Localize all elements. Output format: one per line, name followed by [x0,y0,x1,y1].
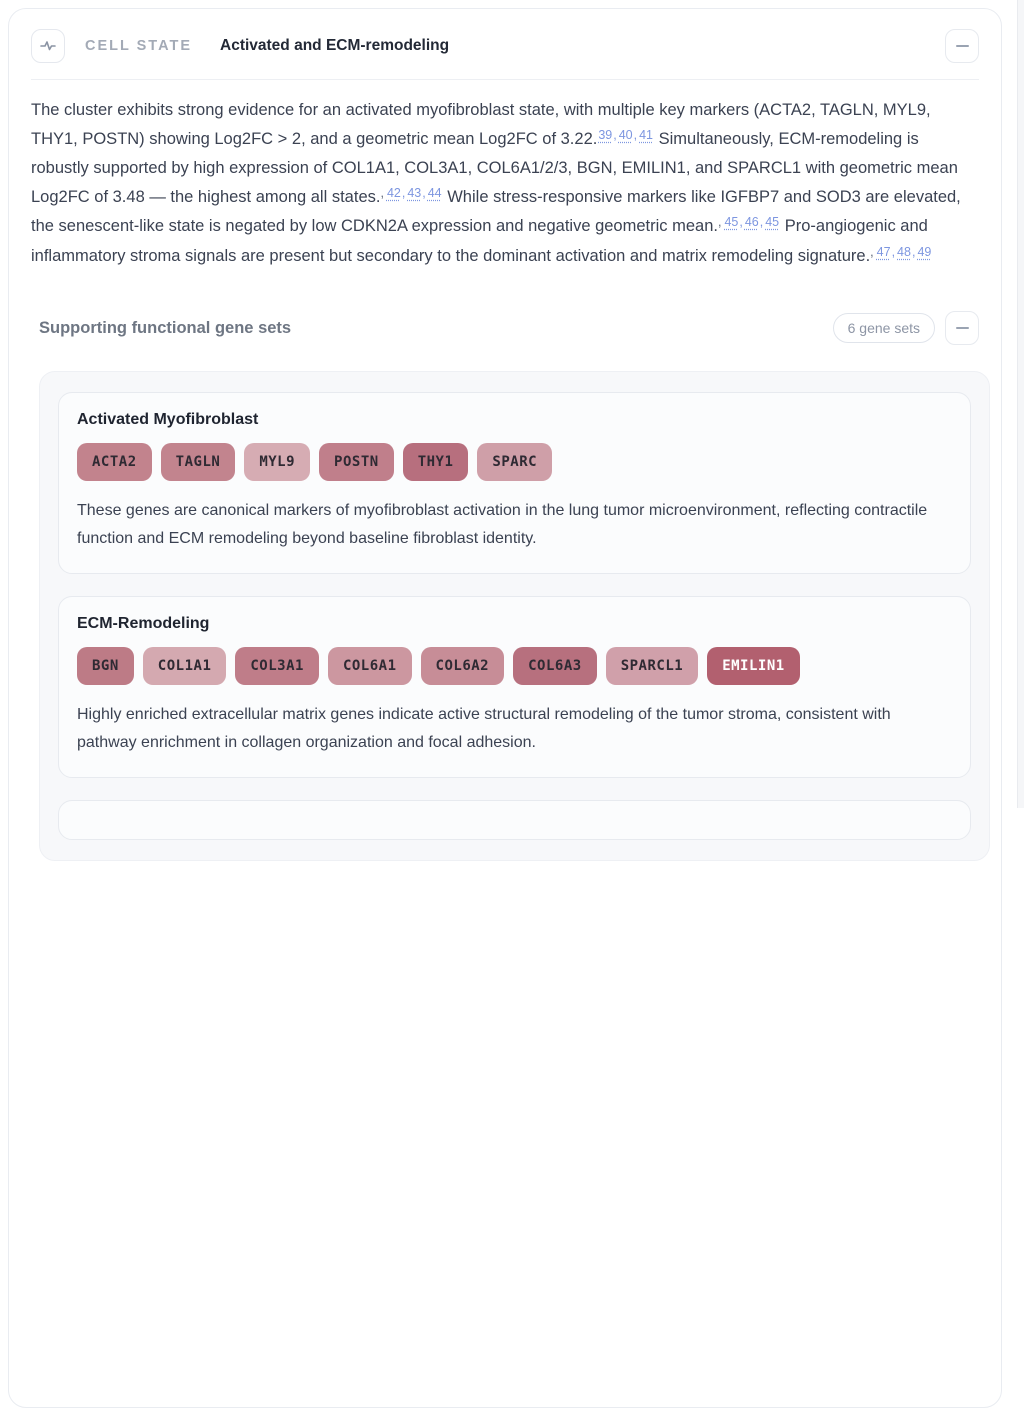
citation-separator: , [759,215,764,229]
header-divider [31,79,979,80]
citation-separator: , [422,185,426,200]
gene-set-title: Activated Myofibroblast [77,411,259,428]
summary-text: The cluster exhibits strong evidence for… [31,101,931,148]
gene-chip[interactable]: MYL9 [244,443,311,481]
citation-link[interactable]: 44 [427,185,442,200]
citation-link[interactable]: 45 [724,215,739,229]
gene-sets-collapse-button[interactable] [945,311,979,345]
citation-link[interactable]: 41 [639,127,654,142]
citation-link[interactable]: 40 [618,127,633,142]
vertical-scrollbar[interactable] [1017,0,1024,808]
citation-link[interactable]: 47 [876,244,891,259]
gene-set-title: ECM-Remodeling [77,615,210,632]
citation-separator: , [613,127,617,142]
citation-link[interactable]: 49 [917,244,932,259]
citation-group: , 45, 46, 45 [717,215,780,235]
gene-chip[interactable]: COL1A1 [142,647,227,685]
gene-chip[interactable]: BGN [77,647,134,685]
gene-set-card: Activated Myofibroblast ACTA2 TAGLN MYL9 POS… [58,392,971,574]
cell-state-panel: CELL STATE Activated and ECM-remodeling … [8,8,1002,1408]
panel-kicker: CELL STATE [85,38,192,54]
minus-icon [955,44,969,48]
gene-chip[interactable]: COL6A3 [513,647,597,685]
panel-header: CELL STATE Activated and ECM-remodeling [9,9,1001,79]
gene-sets-section-header: Supporting functional gene sets 6 gene s… [9,271,1001,345]
gene-chip[interactable]: TAGLN [160,443,236,481]
activity-icon [31,29,65,63]
gene-chip[interactable]: THY1 [402,443,469,481]
summary-text: Pro-angiogenic and inflammatory stroma s… [31,217,928,265]
citation-separator: , [717,215,722,229]
summary-text: Simultaneously, ECM-remodeling is robust… [31,129,958,206]
gene-chip[interactable]: POSTN [319,443,394,481]
gene-chip[interactable]: SPARCL1 [605,647,699,685]
citation-group: , 42, 43, 44 [380,185,442,206]
citation-separator: , [401,185,406,200]
gene-chip[interactable]: EMILIN1 [707,647,800,685]
panel-title: Activated and ECM-remodeling [220,37,450,54]
gene-chip[interactable]: SPARC [477,443,553,481]
gene-sets-container: Activated Myofibroblast ACTA2 TAGLN MYL9 POS… [39,371,990,861]
minus-icon [955,326,969,330]
cell-state-summary: The cluster exhibits strong evidence for… [9,80,987,271]
citation-link[interactable]: 48 [897,244,911,259]
summary-text: While stress-responsive markers like IGF… [31,187,961,236]
citation-link[interactable]: 42 [386,185,401,200]
citation-link[interactable]: 46 [744,215,759,229]
gene-chip[interactable]: COL6A1 [327,647,412,685]
citation-link[interactable]: 43 [407,185,422,200]
gene-chip-row: BGN COL1A1 COL3A1 COL6A1 COL6A2 COL6A3 SPARCL1… [77,647,952,685]
citation-separator: , [633,127,638,142]
gene-chip[interactable]: COL6A2 [420,647,505,685]
panel-collapse-button[interactable] [945,29,979,63]
citation-separator: , [891,244,896,259]
gene-set-description: Highly enriched extracellular matrix gen… [77,706,891,751]
gene-sets-section-title: Supporting functional gene sets [39,318,292,337]
citation-separator: , [911,244,916,259]
citation-separator: , [380,185,384,200]
citation-link[interactable]: 39 [598,127,613,142]
gene-set-description: These genes are canonical markers of myo… [77,502,928,547]
citation-separator: , [739,215,743,229]
gene-sets-count-badge: 6 gene sets [832,313,935,343]
gene-chip[interactable]: COL3A1 [235,647,319,685]
citation-group: , 47, 48, 49 [870,244,932,265]
citation-separator: , [870,244,874,259]
citation-group: 39, 40, 41 [597,127,654,148]
gene-set-card: ECM-Remodeling BGN COL1A1 COL3A1 COL6A1 COL6A… [58,596,971,778]
gene-chip-row: ACTA2 TAGLN MYL9 POSTN THY1 SPARC [77,443,952,481]
gene-set-card-partial [58,800,971,840]
gene-chip[interactable]: ACTA2 [77,443,152,481]
citation-link[interactable]: 45 [765,215,780,229]
